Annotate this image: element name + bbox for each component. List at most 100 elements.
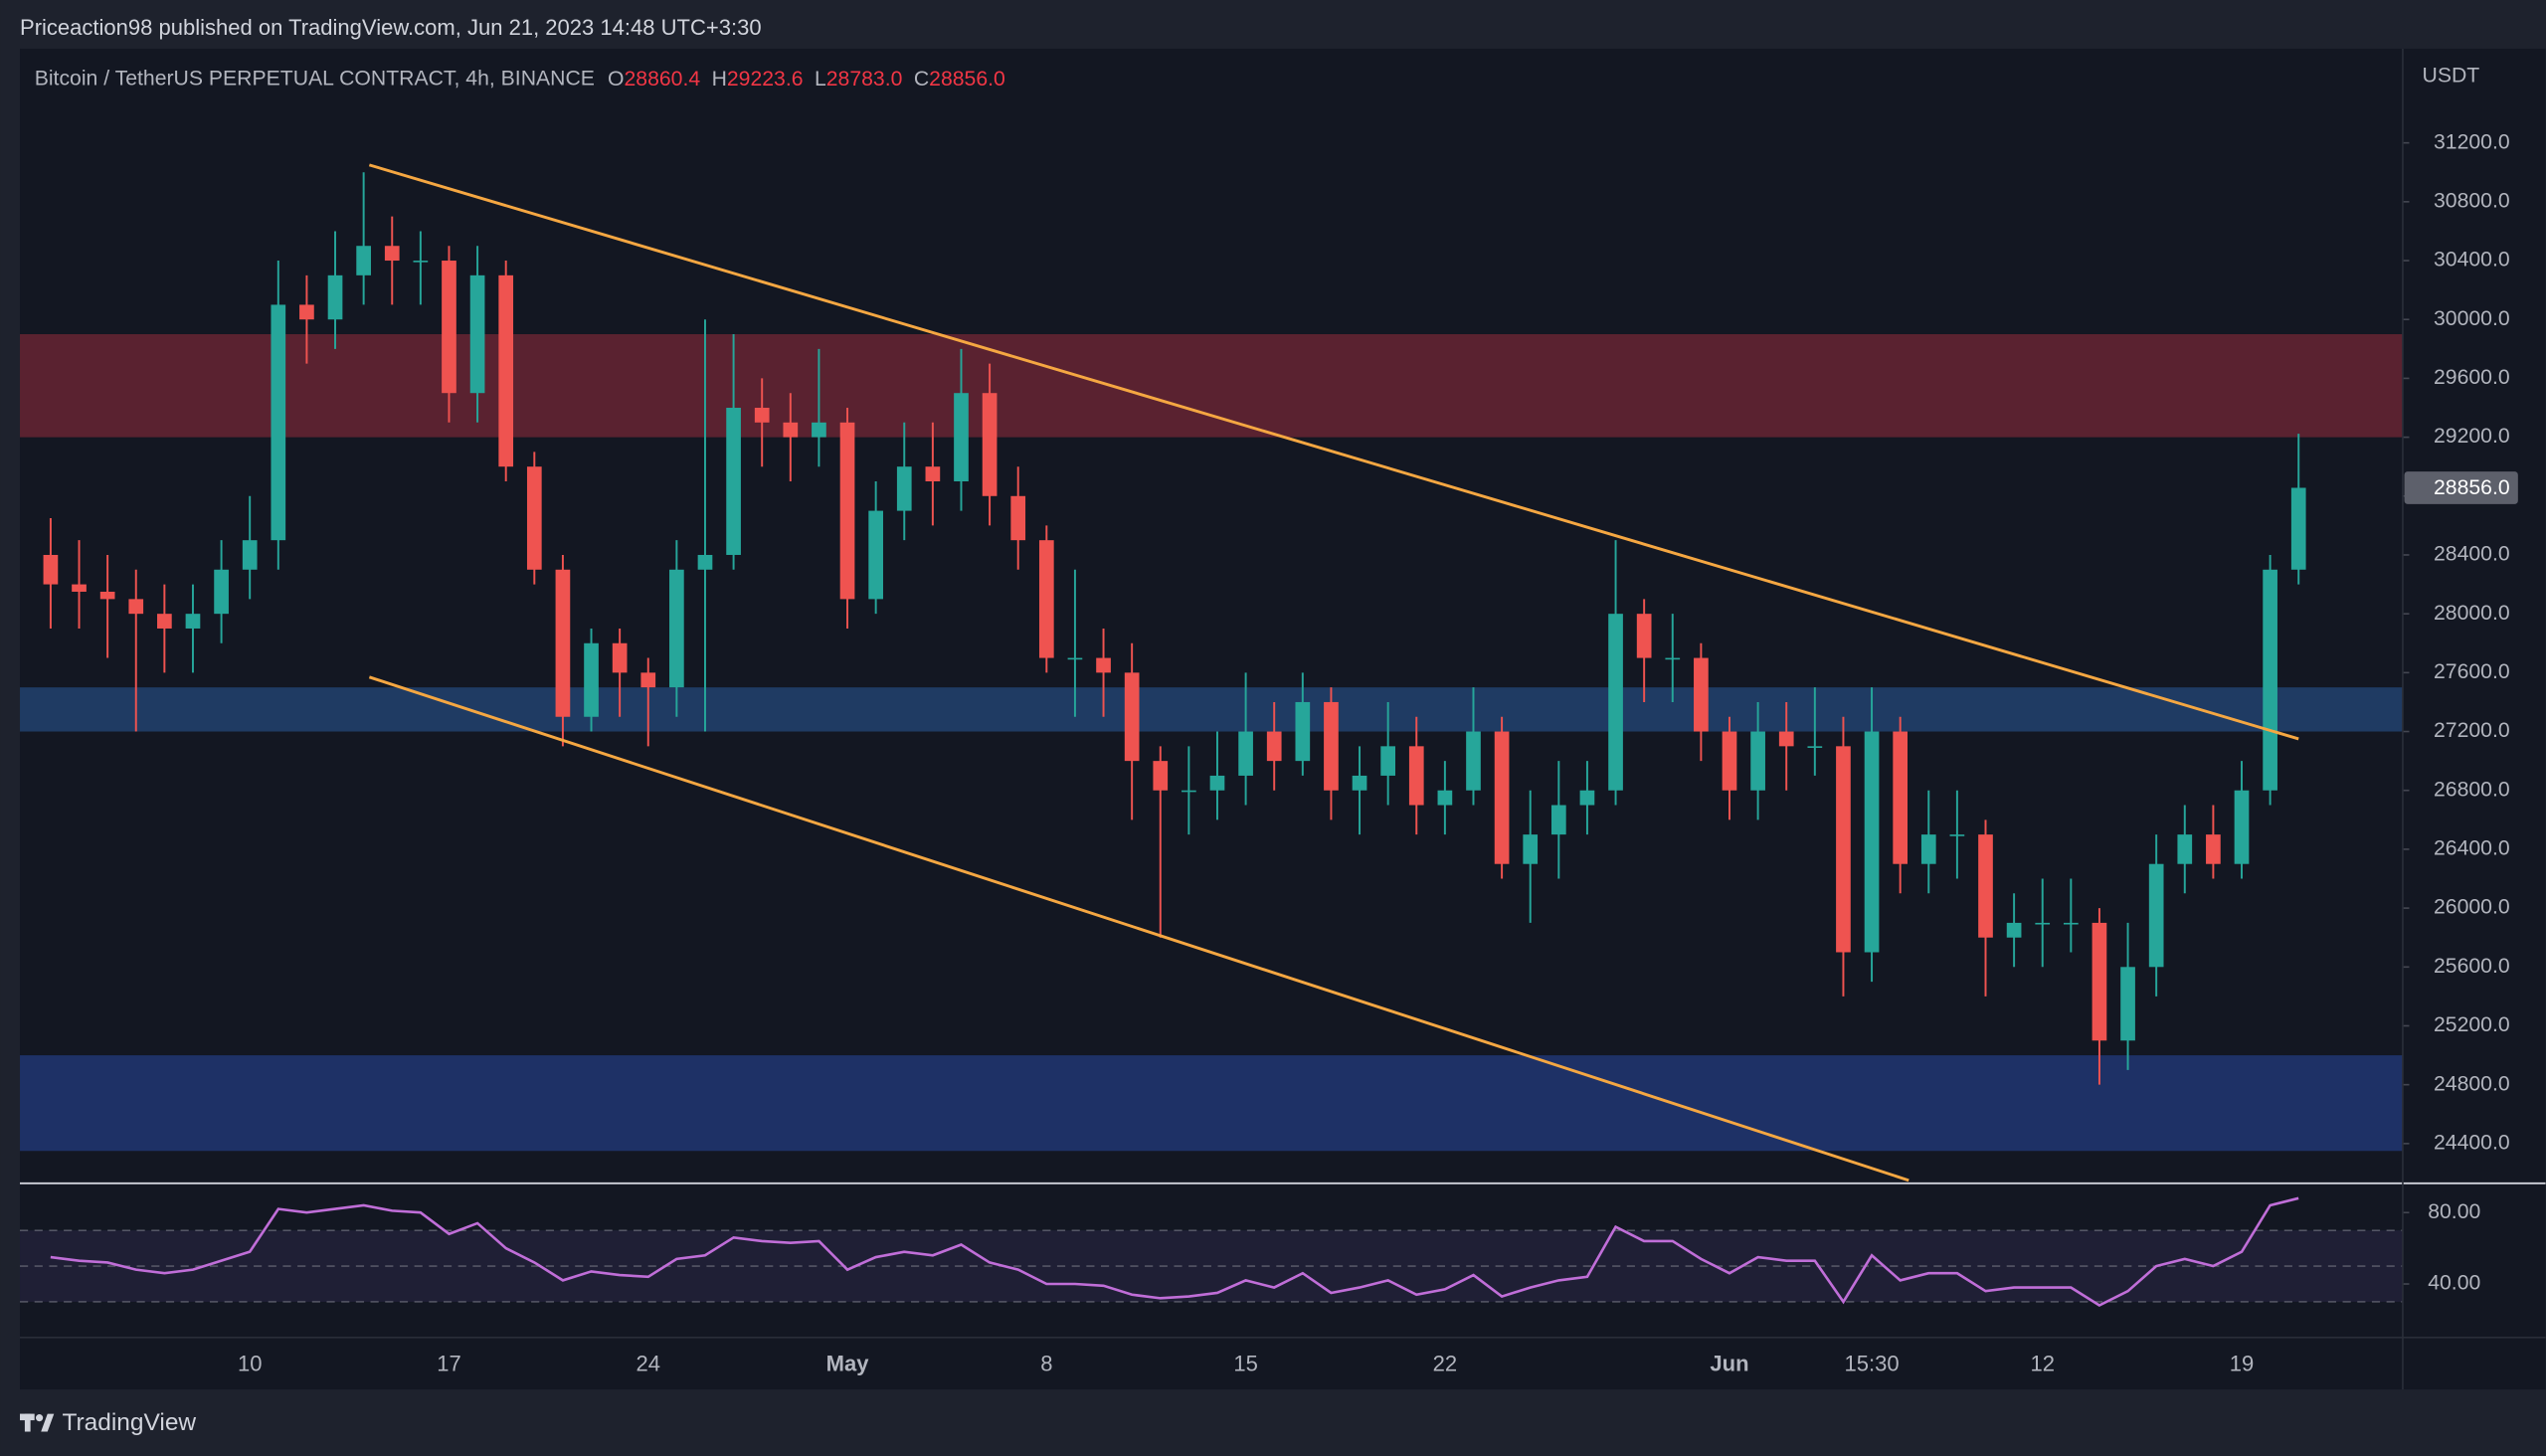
candle-body — [1010, 495, 1026, 541]
candle-body — [2063, 922, 2079, 925]
candle-body — [1494, 731, 1510, 864]
candle-body — [1437, 790, 1453, 806]
last-price-label: 28856.0 — [2434, 476, 2510, 499]
candle-body — [72, 584, 87, 592]
brand-logo — [20, 1413, 55, 1432]
chart-title: Bitcoin / TetherUS PERPETUAL CONTRACT, 4… — [35, 68, 1005, 91]
candle-body — [1466, 731, 1481, 791]
candle-body — [754, 408, 770, 423]
y-tick-label: 28400.0 — [2434, 543, 2510, 566]
candle-body — [925, 466, 941, 481]
zone — [20, 687, 2403, 732]
candle-body — [2290, 487, 2306, 570]
candle-body — [2177, 834, 2193, 864]
candle-body — [1408, 746, 1424, 806]
ohlc-value: 29223.6 — [727, 68, 804, 91]
candle-body — [242, 540, 258, 570]
y-tick-label: 31200.0 — [2434, 130, 2510, 153]
x-tick-label: 8 — [1040, 1351, 1052, 1375]
zone — [20, 1055, 2403, 1152]
candle-body — [157, 614, 172, 629]
candle-body — [1636, 614, 1652, 658]
candle-body — [1238, 731, 1253, 776]
candle-body — [442, 261, 456, 394]
x-tick-label: 10 — [238, 1351, 263, 1375]
candle-body — [1523, 834, 1539, 864]
y-tick-label: 24800.0 — [2434, 1072, 2510, 1095]
candle-body — [1324, 701, 1339, 791]
zone — [20, 334, 2403, 438]
candle-body — [612, 642, 628, 673]
rsi-tick-label: 80.00 — [2428, 1200, 2480, 1223]
candle-body — [1750, 731, 1765, 791]
candle-body — [185, 614, 201, 629]
candle-body — [1266, 731, 1282, 762]
candle-body — [498, 274, 514, 467]
candle-body — [43, 554, 59, 585]
candle-body — [839, 422, 855, 600]
x-tick-label: May — [826, 1351, 870, 1375]
candle-body — [1352, 775, 1367, 791]
ohlc-value: 28856.0 — [929, 68, 1005, 91]
candle-body — [1807, 746, 1823, 748]
candle-body — [1096, 657, 1111, 673]
candle-body — [2091, 922, 2107, 1041]
ohlc-value: 28783.0 — [826, 68, 903, 91]
rsi-line — [50, 1196, 2299, 1308]
candle-body — [1978, 834, 1993, 938]
candle-body — [1579, 790, 1595, 806]
candle-body — [1778, 731, 1794, 747]
candle-body — [413, 261, 429, 263]
y-tick-label: 27600.0 — [2434, 660, 2510, 683]
ohlc-prefix: O — [608, 68, 625, 91]
x-tick-label: 17 — [437, 1351, 461, 1375]
rsi-tick-label: 40.00 — [2428, 1272, 2480, 1295]
candle-body — [469, 274, 485, 394]
candle-body — [1182, 790, 1196, 793]
candle-body — [954, 393, 969, 481]
candle-body — [2263, 569, 2277, 791]
candle-body — [1067, 657, 1083, 660]
candle-body — [1550, 805, 1566, 835]
y-tick-label: 27200.0 — [2434, 719, 2510, 742]
candle-body — [1836, 746, 1851, 953]
candle-body — [1920, 834, 1936, 864]
candle-body — [896, 466, 912, 511]
ohlc-value: 28860.4 — [624, 68, 700, 91]
candle-body — [726, 408, 741, 555]
x-tick-label: 19 — [2230, 1351, 2255, 1375]
y-tick-label: 25200.0 — [2434, 1013, 2510, 1036]
candle-body — [128, 599, 144, 615]
y-tick-label: 30000.0 — [2434, 307, 2510, 330]
x-tick-label: 22 — [1433, 1351, 1458, 1375]
axis-unit: USDT — [2423, 64, 2480, 87]
candle-body — [2148, 863, 2164, 968]
main-pane — [20, 163, 2403, 1183]
axes: 24400.0 24800.0 25200.0 25600.0 26000.0 26400… — [238, 130, 2518, 1375]
y-tick-label: 30400.0 — [2434, 249, 2510, 272]
y-tick-label: 29200.0 — [2434, 425, 2510, 448]
candle-body — [584, 642, 599, 717]
candle-body — [1893, 731, 1909, 864]
candle-body — [868, 510, 883, 600]
y-tick-label: 26400.0 — [2434, 837, 2510, 860]
y-tick-label: 30800.0 — [2434, 189, 2510, 212]
candle-body — [1694, 657, 1709, 732]
x-tick-label: 15 — [1233, 1351, 1258, 1375]
y-tick-label: 29600.0 — [2434, 366, 2510, 389]
x-tick-label: 15:30 — [1845, 1351, 1900, 1375]
candle-body — [812, 422, 826, 438]
candle-body — [99, 591, 115, 600]
y-tick-label: 26000.0 — [2434, 896, 2510, 919]
candle-body — [356, 246, 371, 275]
y-tick-label: 25600.0 — [2434, 955, 2510, 978]
candle-body — [2035, 922, 2051, 925]
publisher: Priceaction98 published on TradingView.c… — [20, 15, 762, 40]
candle-body — [1209, 775, 1225, 791]
candle-body — [1124, 672, 1140, 762]
candle-body — [640, 672, 656, 688]
candle-body — [384, 246, 400, 262]
candle-body — [2234, 790, 2250, 864]
candle-body — [1608, 614, 1623, 791]
